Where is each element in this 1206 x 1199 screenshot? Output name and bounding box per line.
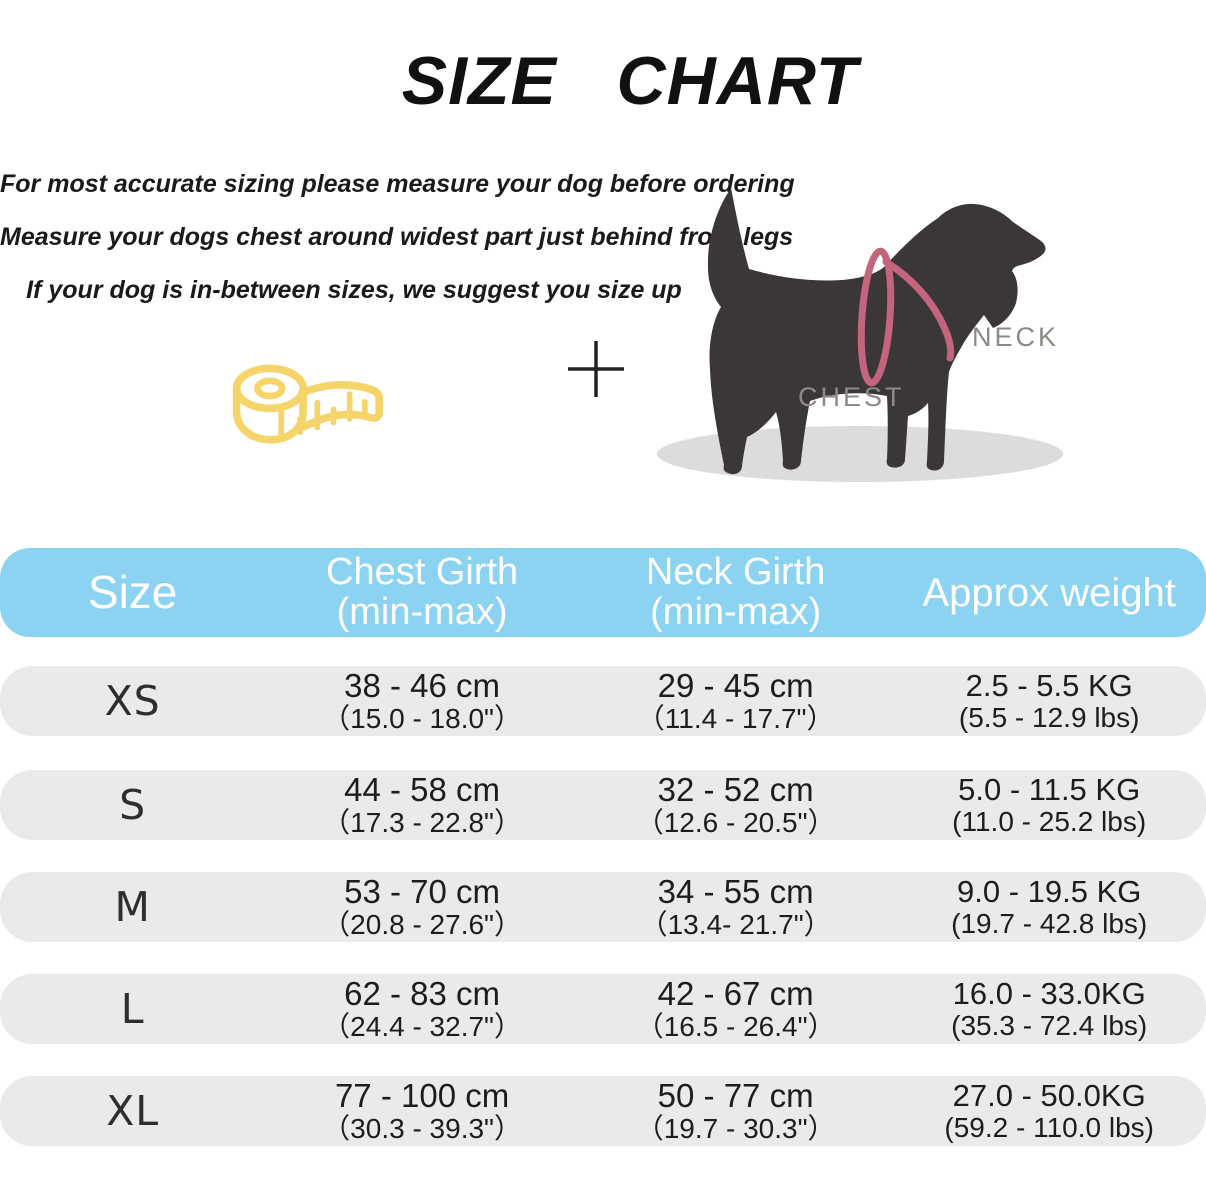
column-header-neck-girth: Neck Girth (min-max) [579,550,893,633]
neck-cm: 29 - 45 cm [657,667,814,704]
neck-girth-cell: 32 - 52 cm （12.6 - 20.5"） [579,772,893,838]
column-header-label: Neck Girth [645,550,826,593]
chest-inches: （17.3 - 22.8"） [322,807,522,838]
neck-cm: 42 - 67 cm [657,975,814,1012]
weight-cell: 5.0 - 11.5 KG (11.0 - 25.2 lbs) [892,773,1206,837]
chest-cm: 77 - 100 cm [334,1077,510,1114]
neck-inches: （12.6 - 20.5"） [635,807,836,838]
neck-inches: （13.4- 21.7"） [639,909,832,940]
instruction-line: For most accurate sizing please measure … [0,170,795,198]
weight-cell: 27.0 - 50.0KG (59.2 - 110.0 lbs) [892,1079,1206,1143]
neck-cm: 32 - 52 cm [657,771,814,808]
weight-lbs: (19.7 - 42.8 lbs) [951,908,1148,939]
sizing-instructions: For most accurate sizing please measure … [0,170,795,329]
table-row-l: L 62 - 83 cm （24.4 - 32.7"） 42 - 67 cm （… [0,974,1206,1044]
column-header-sub: (min-max) [650,590,822,633]
chest-inches: （30.3 - 39.3"） [322,1113,522,1144]
chest-inches: （20.8 - 27.6"） [322,909,522,940]
table-row-s: S 44 - 58 cm （17.3 - 22.8"） 32 - 52 cm （… [0,770,1206,840]
column-header-chest-girth: Chest Girth (min-max) [265,550,579,633]
table-header-row: Size Chest Girth (min-max) Neck Girth (m… [0,548,1206,637]
chest-inches: （24.4 - 32.7"） [322,1011,522,1042]
neck-label: NECK [972,322,1060,352]
column-header-size: Size [87,566,178,619]
plus-svg [568,341,624,397]
measuring-tape-svg [232,364,383,444]
neck-girth-cell: 42 - 67 cm （16.5 - 26.4"） [579,976,893,1042]
chest-girth-cell: 77 - 100 cm （30.3 - 39.3"） [265,1078,579,1144]
neck-inches: （16.5 - 26.4"） [635,1011,836,1042]
harness-loop [857,247,955,387]
ground-shadow [657,426,1063,482]
weight-kg: 5.0 - 11.5 KG [958,772,1141,807]
weight-lbs: (35.3 - 72.4 lbs) [951,1010,1148,1041]
chest-cm: 44 - 58 cm [344,771,501,808]
instruction-line: Measure your dogs chest around widest pa… [0,223,794,251]
chest-girth-cell: 38 - 46 cm （15.0 - 18.0"） [265,668,579,734]
neck-inches: （11.4 - 17.7"） [636,703,835,734]
column-header-sub: (min-max) [336,590,508,633]
weight-lbs: (11.0 - 25.2 lbs) [952,806,1147,837]
column-header-label: Chest Girth [326,550,519,593]
chest-cm: 38 - 46 cm [344,667,501,704]
table-row-xs: XS 38 - 46 cm （15.0 - 18.0"） 29 - 45 cm … [0,666,1206,736]
weight-kg: 16.0 - 33.0KG [952,976,1146,1011]
chest-girth-cell: 53 - 70 cm （20.8 - 27.6"） [265,874,579,940]
chest-girth-cell: 44 - 58 cm （17.3 - 22.8"） [265,772,579,838]
chest-cm: 62 - 83 cm [344,975,501,1012]
chest-inches: （15.0 - 18.0"） [322,703,522,734]
size-value: XS [104,677,161,725]
weight-kg: 2.5 - 5.5 KG [965,668,1133,703]
column-header-weight: Approx weight [922,570,1176,615]
weight-cell: 2.5 - 5.5 KG (5.5 - 12.9 lbs) [892,669,1206,733]
weight-cell: 16.0 - 33.0KG (35.3 - 72.4 lbs) [892,977,1206,1041]
weight-kg: 27.0 - 50.0KG [952,1078,1146,1113]
neck-girth-cell: 34 - 55 cm （13.4- 21.7"） [579,874,893,940]
chest-label: CHEST [798,382,905,412]
table-row-xl: XL 77 - 100 cm （30.3 - 39.3"） 50 - 77 cm… [0,1076,1206,1146]
neck-cm: 34 - 55 cm [657,873,814,910]
neck-cm: 50 - 77 cm [657,1077,814,1114]
weight-kg: 9.0 - 19.5 KG [956,874,1142,909]
dog-measurement-diagram: NECK CHEST [650,172,1170,502]
size-value: XL [106,1087,160,1135]
neck-girth-cell: 29 - 45 cm （11.4 - 17.7"） [579,668,893,734]
table-row-m: M 53 - 70 cm （20.8 - 27.6"） 34 - 55 cm （… [0,872,1206,942]
instruction-line: If your dog is in-between sizes, we sugg… [26,276,682,304]
page-title: SIZE CHART [401,43,859,119]
plus-icon [565,338,627,400]
weight-lbs: (5.5 - 12.9 lbs) [958,702,1140,733]
measuring-tape-icon [210,354,400,458]
dog-body [707,188,1046,475]
size-value: M [114,883,151,931]
size-value: L [120,985,145,1033]
size-value: S [119,781,147,829]
chest-cm: 53 - 70 cm [344,873,501,910]
neck-girth-cell: 50 - 77 cm （19.7 - 30.3"） [579,1078,893,1144]
weight-lbs: (59.2 - 110.0 lbs) [944,1112,1154,1143]
dog-silhouette [657,188,1063,482]
chest-girth-cell: 62 - 83 cm （24.4 - 32.7"） [265,976,579,1042]
weight-cell: 9.0 - 19.5 KG (19.7 - 42.8 lbs) [892,875,1206,939]
neck-inches: （19.7 - 30.3"） [635,1113,836,1144]
